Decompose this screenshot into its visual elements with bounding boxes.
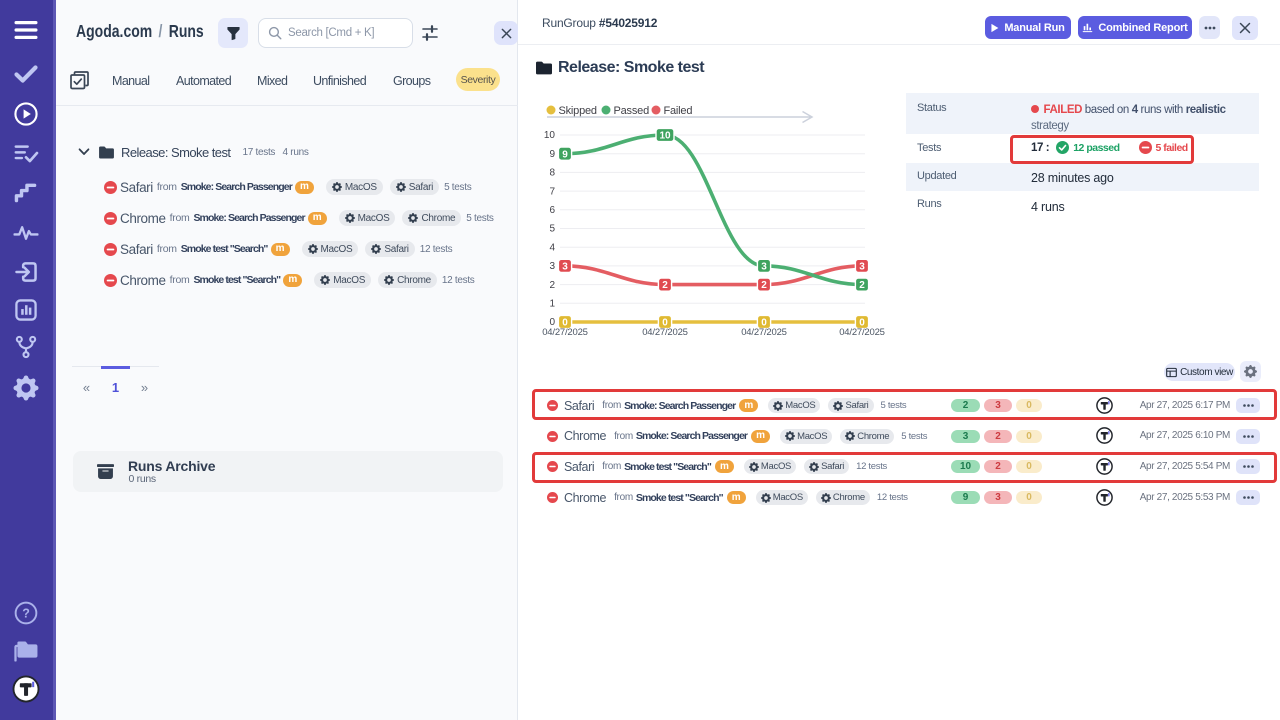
svg-text:Skipped: Skipped bbox=[559, 105, 597, 117]
svg-text:2: 2 bbox=[859, 280, 865, 291]
svg-text:04/27/2025: 04/27/2025 bbox=[542, 327, 588, 338]
svg-text:1: 1 bbox=[549, 299, 555, 310]
svg-text:3: 3 bbox=[562, 262, 568, 273]
svg-text:0: 0 bbox=[859, 318, 865, 329]
svg-text:10: 10 bbox=[659, 131, 671, 142]
svg-text:10: 10 bbox=[544, 130, 556, 141]
svg-text:8: 8 bbox=[549, 168, 555, 179]
svg-text:04/27/2025: 04/27/2025 bbox=[642, 327, 688, 338]
svg-text:3: 3 bbox=[549, 261, 555, 272]
svg-text:9: 9 bbox=[562, 149, 568, 160]
svg-text:?: ? bbox=[22, 606, 30, 620]
svg-text:04/27/2025: 04/27/2025 bbox=[839, 327, 885, 338]
svg-text:0: 0 bbox=[761, 318, 767, 329]
svg-text:2: 2 bbox=[761, 280, 767, 291]
svg-text:2: 2 bbox=[662, 280, 668, 291]
svg-text:3: 3 bbox=[761, 262, 767, 273]
svg-text:9: 9 bbox=[549, 149, 555, 160]
svg-text:Passed: Passed bbox=[614, 105, 650, 117]
svg-text:0: 0 bbox=[662, 318, 668, 329]
svg-text:7: 7 bbox=[549, 186, 555, 197]
svg-text:4: 4 bbox=[549, 242, 555, 253]
svg-text:6: 6 bbox=[549, 205, 555, 216]
svg-text:Failed: Failed bbox=[664, 105, 693, 117]
svg-text:3: 3 bbox=[859, 262, 865, 273]
svg-text:0: 0 bbox=[549, 317, 555, 328]
svg-text:5: 5 bbox=[549, 224, 555, 235]
svg-text:2: 2 bbox=[549, 280, 555, 291]
svg-text:04/27/2025: 04/27/2025 bbox=[741, 327, 787, 338]
svg-text:0: 0 bbox=[562, 318, 568, 329]
